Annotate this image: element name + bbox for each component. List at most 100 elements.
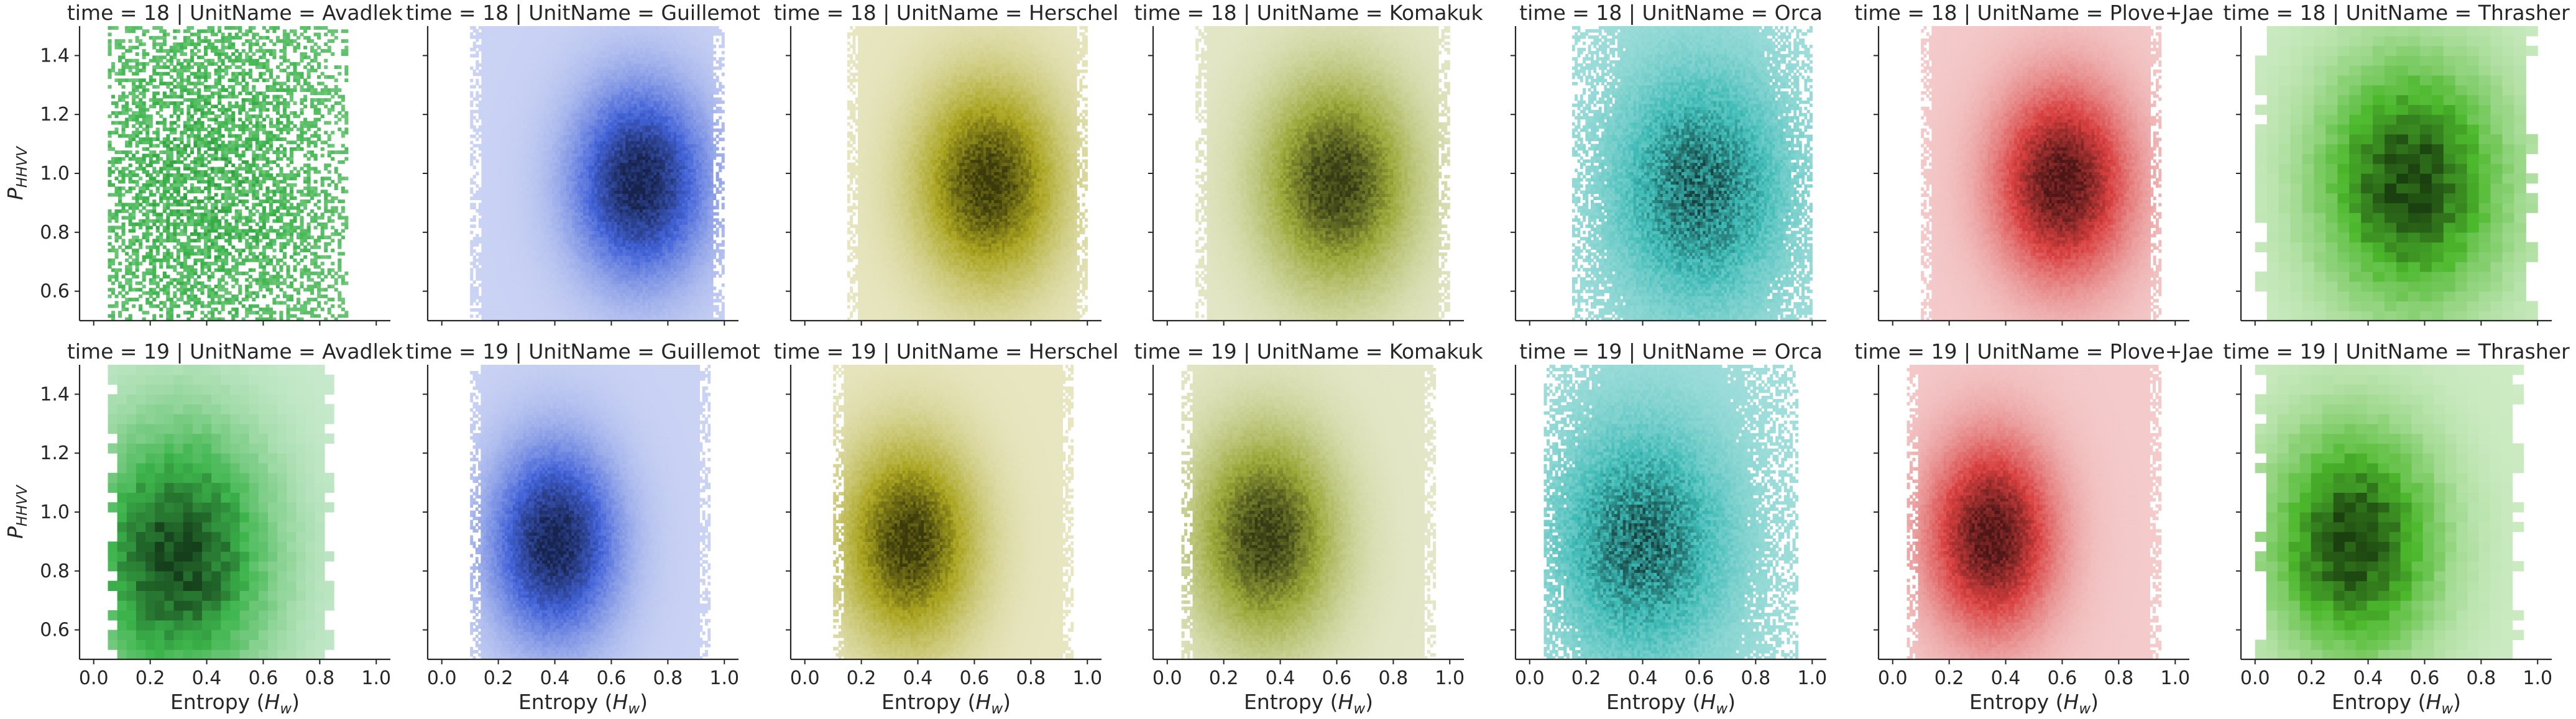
heat-cell xyxy=(125,268,129,272)
heat-cell xyxy=(122,167,126,171)
heat-cell xyxy=(115,127,119,131)
heat-cell xyxy=(149,245,153,249)
heat-cell xyxy=(183,163,187,167)
heat-cell xyxy=(186,111,190,115)
heat-cell xyxy=(136,150,139,154)
heat-cell xyxy=(173,199,177,203)
heat-cell xyxy=(193,91,197,95)
heat-cell xyxy=(118,150,122,154)
heat-cell xyxy=(122,301,126,305)
heat-cell xyxy=(163,203,167,206)
heat-cell xyxy=(115,167,119,171)
heat-cell xyxy=(122,150,126,154)
heat-cell xyxy=(159,213,163,216)
heat-cell xyxy=(170,62,173,66)
heat-cell xyxy=(190,118,194,122)
heat-cell xyxy=(170,75,173,79)
heat-cell xyxy=(136,65,139,69)
heat-cell xyxy=(190,127,194,131)
heat-cell xyxy=(132,196,136,200)
heat-cell xyxy=(129,265,132,269)
heat-cell xyxy=(163,180,167,184)
heat-cell xyxy=(173,52,177,56)
heat-cell xyxy=(139,111,142,115)
heat-cell xyxy=(122,295,126,298)
heat-cell xyxy=(180,91,183,95)
heat-cell xyxy=(132,124,136,128)
heat-cell xyxy=(139,308,142,311)
heat-cell xyxy=(163,62,167,66)
heat-cell xyxy=(183,268,187,272)
heat-cell xyxy=(111,170,115,174)
heat-cell xyxy=(183,186,187,190)
heat-cell xyxy=(125,173,129,177)
heat-cell xyxy=(190,219,194,223)
heat-cell xyxy=(136,259,139,262)
heat-cell xyxy=(166,137,170,141)
heat-cell xyxy=(170,157,173,161)
heat-cell xyxy=(118,42,122,46)
heat-cell xyxy=(118,196,122,200)
heat-cell xyxy=(149,180,153,184)
heat-cell xyxy=(118,46,122,50)
heat-cell xyxy=(170,173,173,177)
heat-cell xyxy=(125,278,129,282)
heat-cell xyxy=(180,196,183,200)
heat-cell xyxy=(139,42,142,46)
heat-cell xyxy=(136,101,139,105)
heat-cell xyxy=(163,183,167,187)
heat-cell xyxy=(173,55,177,59)
heat-cell xyxy=(156,36,160,40)
heat-cell xyxy=(186,242,190,246)
heat-cell xyxy=(163,95,167,99)
heat-cell xyxy=(159,314,163,318)
heat-cell xyxy=(139,124,142,128)
heat-cell xyxy=(108,131,112,135)
heat-cell xyxy=(183,78,187,82)
heat-cell xyxy=(129,262,132,265)
heat-cell xyxy=(136,167,139,171)
heat-cell xyxy=(149,59,153,63)
heat-cell xyxy=(193,42,197,46)
heat-cell xyxy=(118,236,122,239)
heat-cell xyxy=(122,69,126,73)
heat-cell xyxy=(145,88,149,92)
heat-cell xyxy=(115,39,119,43)
heat-cell xyxy=(149,262,153,265)
heat-cell xyxy=(193,98,197,102)
heat-cell xyxy=(163,226,167,229)
heat-cell xyxy=(111,311,115,314)
heat-cell xyxy=(145,137,149,141)
heat-cell xyxy=(177,124,180,128)
heat-cell xyxy=(173,245,177,249)
heat-cell xyxy=(163,49,167,53)
heat-cell xyxy=(118,291,122,295)
heat-cell xyxy=(166,295,170,298)
heat-cell xyxy=(190,147,194,151)
heat-cell xyxy=(132,226,136,229)
heat-cell xyxy=(159,193,163,197)
heat-cell xyxy=(166,176,170,180)
heat-cell xyxy=(166,104,170,108)
heat-cell xyxy=(163,259,167,262)
heat-cell xyxy=(159,104,163,108)
heat-cell xyxy=(115,131,119,135)
heat-cell xyxy=(183,259,187,262)
heat-cell xyxy=(132,157,136,161)
heat-cell xyxy=(193,124,197,128)
heat-cell xyxy=(122,39,126,43)
heat-cell xyxy=(125,118,129,122)
heat-cell xyxy=(129,108,132,112)
heat-cell xyxy=(183,46,187,50)
heat-cell xyxy=(145,229,149,233)
heat-cell xyxy=(108,114,112,118)
heat-cell xyxy=(173,49,177,53)
heat-cell xyxy=(156,249,160,252)
heat-cell xyxy=(180,272,183,275)
heat-cell xyxy=(136,275,139,278)
heat-cell xyxy=(173,121,177,125)
heat-cell xyxy=(180,295,183,298)
heat-cell xyxy=(197,232,201,236)
heat-cell xyxy=(142,259,146,262)
heat-cell xyxy=(122,226,126,229)
